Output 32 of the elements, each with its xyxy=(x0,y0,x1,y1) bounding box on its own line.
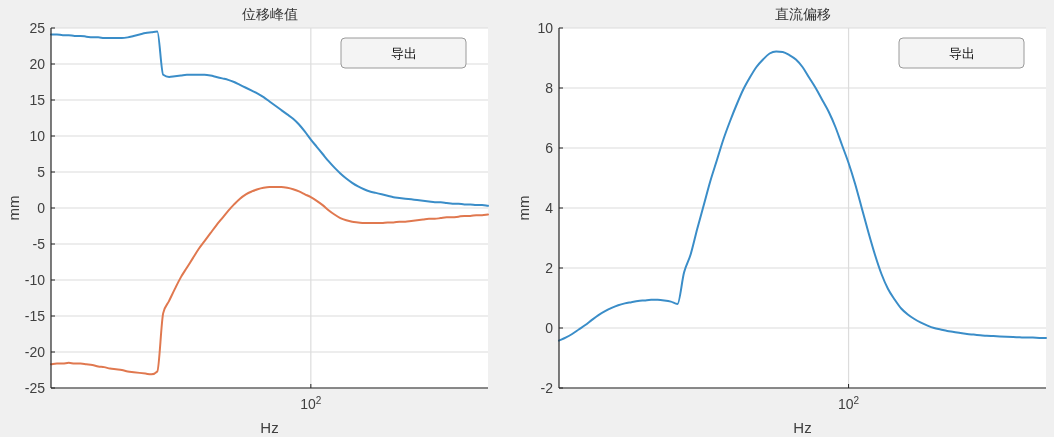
chart-title: 直流偏移 xyxy=(774,6,831,22)
y-tick-label: 15 xyxy=(29,92,46,108)
y-tick-label: 10 xyxy=(537,20,554,36)
y-tick-label: 0 xyxy=(37,200,46,216)
y-axis-title: mm xyxy=(5,195,22,221)
annotation: 导出 xyxy=(390,46,417,61)
y-tick-label: -25 xyxy=(24,380,46,396)
y-tick-label: -5 xyxy=(32,236,46,252)
y-axis-title: mm xyxy=(515,195,532,221)
button: 导出 xyxy=(898,37,1025,69)
y-tick-label: -20 xyxy=(24,344,46,360)
x-tick-label: 10$^{2}$ xyxy=(838,394,860,412)
button: 导出 xyxy=(340,37,467,69)
y-tick-label: 0 xyxy=(545,320,554,336)
y-tick-label: 8 xyxy=(545,80,554,96)
y-tick-label: -2 xyxy=(540,380,554,396)
y-tick-label: -10 xyxy=(24,272,46,288)
y-tick-label: 4 xyxy=(545,200,554,216)
x-axis-title: Hz xyxy=(260,419,279,436)
y-tick-label: 20 xyxy=(29,56,46,72)
chart-title: 位移峰值 xyxy=(241,6,298,22)
x-axis-title: Hz xyxy=(793,419,812,436)
y-tick-label: 10 xyxy=(29,128,46,144)
y-tick-label: 25 xyxy=(29,20,46,36)
y-tick-label: 5 xyxy=(37,164,46,180)
y-tick-label: 2 xyxy=(545,260,554,276)
annotation: 导出 xyxy=(948,46,975,61)
y-tick-label: 6 xyxy=(545,140,554,156)
x-tick-label: 10$^{2}$ xyxy=(300,394,322,412)
y-tick-label: -15 xyxy=(24,308,46,324)
line-series xyxy=(50,30,489,207)
line-series xyxy=(50,186,489,376)
